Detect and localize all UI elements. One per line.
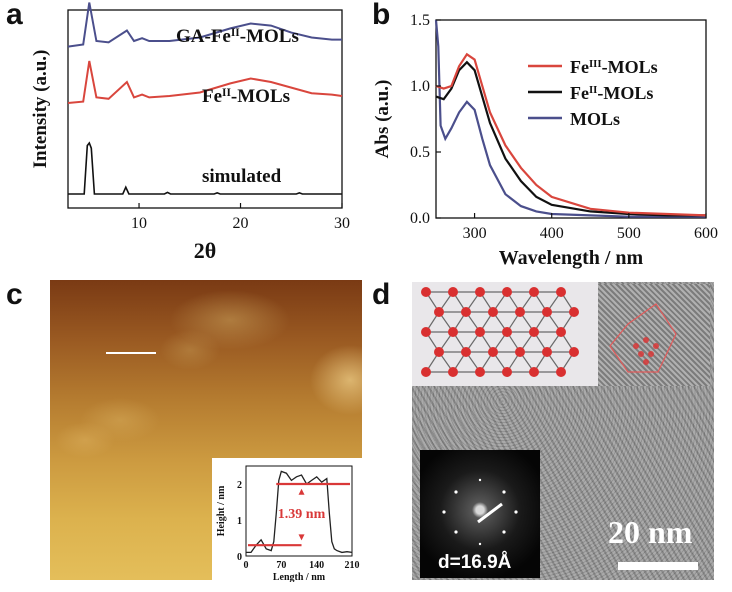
node-icon (448, 367, 458, 377)
node-icon (475, 327, 485, 337)
y-tick-label: 1.0 (410, 78, 430, 95)
afm-line-marker (106, 352, 156, 354)
x-tick-label: 210 (345, 560, 360, 571)
panel-label-c: c (6, 278, 23, 311)
series-label-simulated: simulated (202, 166, 282, 187)
node-icon (542, 307, 552, 317)
structure-model-inset (412, 282, 598, 386)
node-icon (461, 347, 471, 357)
y-axis-label: Abs (a.u.) (372, 80, 393, 159)
series-line-mols (434, 19, 706, 218)
node-icon (475, 367, 485, 377)
inset-frame (245, 465, 353, 557)
node-icon (502, 327, 512, 337)
xrd-chart: GA-FeII-MOLs FeII-MOLs simulated 10 20 30 2θ In… (30, 2, 350, 263)
y-axis-label: Intensity (a.u.) (30, 50, 51, 169)
legend-label: FeIII-MOLs (570, 57, 658, 77)
x-tick-label: 140 (309, 560, 324, 571)
node-icon (515, 307, 525, 317)
series-line-fe (435, 52, 707, 217)
x-tick-label: 400 (540, 225, 564, 242)
plot-frame (435, 19, 707, 219)
node-icon (515, 347, 525, 357)
node-icon (529, 287, 539, 297)
d-spacing-label: d=16.9Å (438, 552, 512, 573)
lattice-model-icon (421, 287, 579, 377)
node-icon (475, 287, 485, 297)
node-icon (461, 307, 471, 317)
x-tick-label: 20 (233, 215, 249, 232)
node-icon (556, 287, 566, 297)
node-icon (529, 327, 539, 337)
node-icon (421, 367, 431, 377)
node-icon (569, 307, 579, 317)
panel-label-a: a (6, 0, 23, 31)
scale-bar (618, 562, 698, 570)
y-tick-label: 1 (237, 516, 242, 527)
legend-label: FeII-MOLs (570, 83, 653, 103)
series-line-2 (68, 141, 342, 195)
node-icon (569, 347, 579, 357)
x-tick-label: 300 (463, 225, 487, 242)
x-axis-label: Length / nm (273, 572, 326, 582)
node-icon (488, 347, 498, 357)
height-annotation: 1.39 nm (278, 507, 326, 522)
arrow-up-icon (298, 488, 305, 495)
x-tick-label: 0 (244, 560, 249, 571)
node-icon (448, 287, 458, 297)
y-tick-label: 0.0 (410, 210, 430, 227)
node-icon (421, 287, 431, 297)
node-icon (434, 347, 444, 357)
inset-background (212, 458, 362, 582)
zoom-region (598, 284, 710, 386)
series-line-0 (67, 2, 342, 48)
series-label-ga-fe-mols: GA-FeII-MOLs (176, 26, 299, 47)
panel-label-d: d (372, 278, 391, 311)
height-profile-inset: 1.39 nm 0 70 140 210 0 1 2 Length / nm Height / n… (212, 458, 362, 582)
node-icon (502, 287, 512, 297)
node-icon (502, 367, 512, 377)
node-icon (556, 367, 566, 377)
series-line-fe (435, 60, 706, 217)
panel-label-b: b (372, 0, 391, 31)
legend-label: MOLs (570, 109, 620, 129)
x-tick-label: 30 (334, 215, 350, 232)
x-tick-label: 500 (617, 225, 641, 242)
y-axis-label: Height / nm (216, 485, 227, 536)
y-tick-label: 1.5 (410, 12, 430, 29)
x-axis-label: 2θ (194, 238, 216, 263)
x-axis-label: Wavelength / nm (499, 247, 644, 269)
uv-vis-chart: 300 400 500 600 0.0 0.5 1.0 1.5 Wavelength / nm A… (372, 12, 718, 269)
scale-bar-label: 20 nm (608, 514, 693, 550)
x-tick-label: 600 (694, 225, 718, 242)
node-icon (448, 327, 458, 337)
x-tick-label: 10 (131, 215, 147, 232)
node-icon (434, 307, 444, 317)
arrow-down-icon (298, 534, 305, 541)
node-icon (421, 327, 431, 337)
node-icon (488, 307, 498, 317)
y-tick-label: 0 (237, 552, 242, 563)
node-icon (556, 327, 566, 337)
series-label-fe-mols: FeII-MOLs (202, 86, 290, 107)
y-tick-label: 0.5 (410, 144, 430, 161)
profile-line (246, 470, 353, 554)
node-icon (542, 347, 552, 357)
x-tick-label: 70 (276, 560, 286, 571)
series-line-1 (67, 60, 343, 104)
tem-image: d=16.9Å 20 nm (412, 282, 714, 580)
node-icon (529, 367, 539, 377)
y-tick-label: 2 (237, 480, 242, 491)
plot-frame (67, 9, 343, 209)
fft-inset: d=16.9Å (420, 450, 540, 578)
